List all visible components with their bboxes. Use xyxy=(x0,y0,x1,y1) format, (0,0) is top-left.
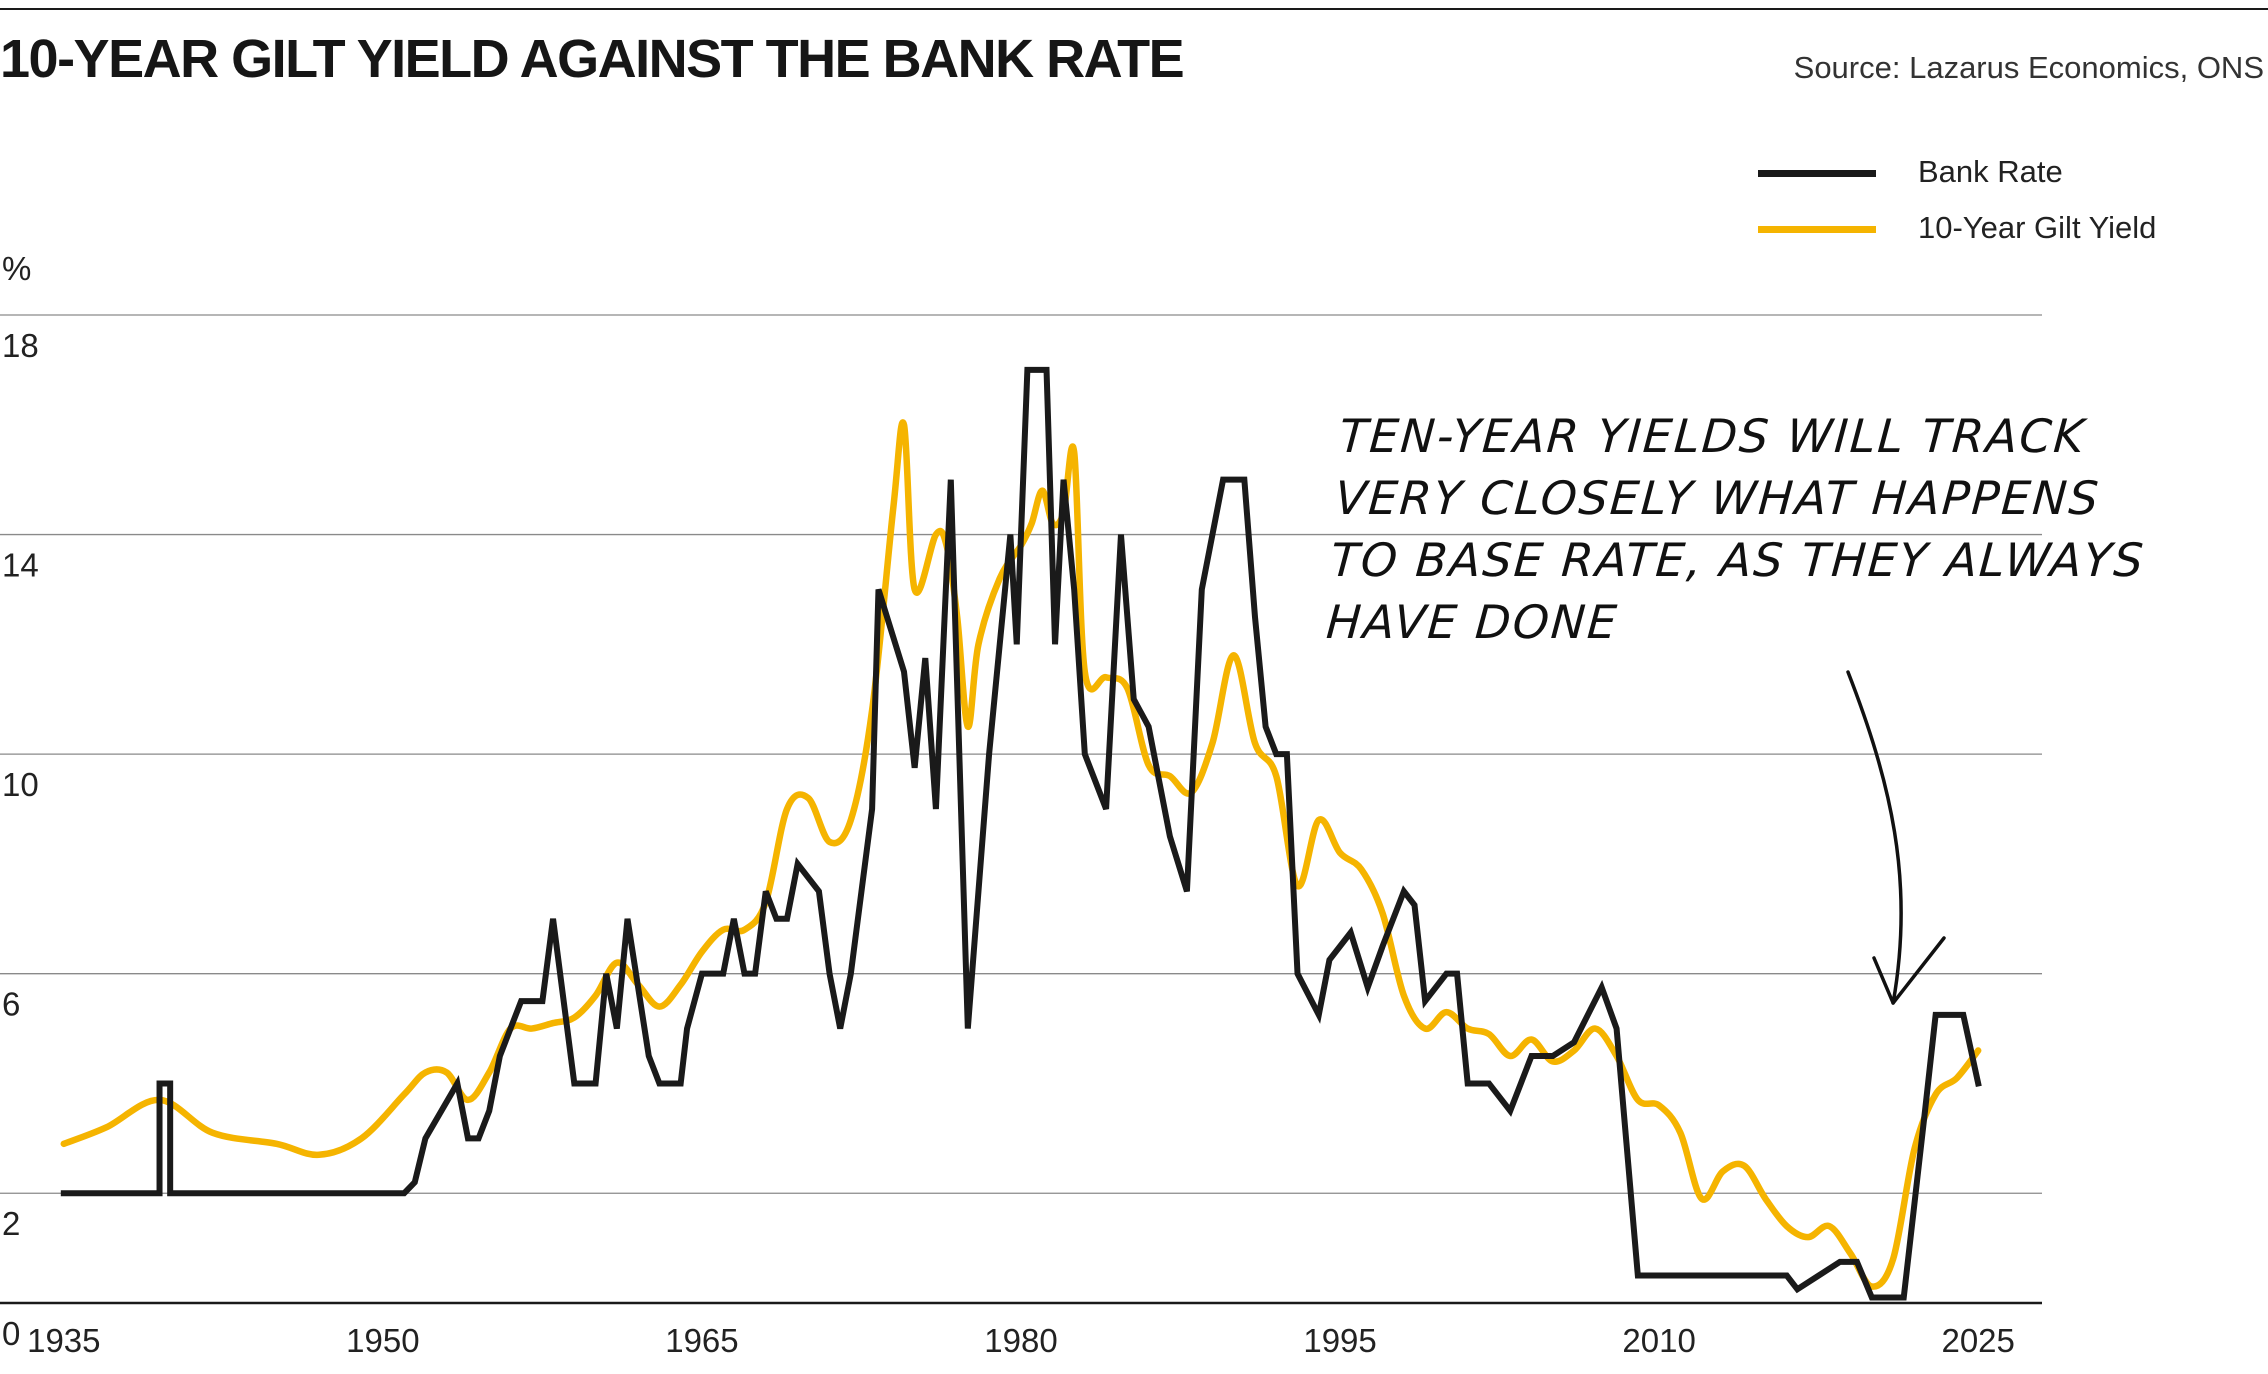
y-tick-label-0: 0 xyxy=(2,1315,20,1352)
y-axis-unit: % xyxy=(2,250,32,287)
legend-label-gilt-yield: 10-Year Gilt Yield xyxy=(1918,210,2157,245)
y-tick-label-10: 10 xyxy=(2,766,39,803)
x-tick-label-1935: 1935 xyxy=(27,1322,100,1359)
annotation-line-4: HAVE DONE xyxy=(1325,595,1621,649)
annotation-arrow-head xyxy=(1872,936,1946,1005)
x-tick-label-2010: 2010 xyxy=(1622,1322,1695,1359)
x-tick-label-1995: 1995 xyxy=(1303,1322,1376,1359)
y-tick-label-2: 2 xyxy=(2,1205,20,1242)
y-tick-label-6: 6 xyxy=(2,986,20,1023)
y-tick-label-18: 18 xyxy=(2,327,39,364)
y-tick-label-14: 14 xyxy=(2,547,39,584)
x-tick-label-1950: 1950 xyxy=(346,1322,419,1359)
annotation-arrow-shaft xyxy=(1846,670,1903,1005)
top-rule xyxy=(0,8,2268,10)
annotation-line-1: TEN-YEAR YIELDS WILL TRACK xyxy=(1338,409,2090,463)
chart-title: 10-YEAR GILT YIELD AGAINST THE BANK RATE xyxy=(0,29,1185,89)
legend-label-bank-rate: Bank Rate xyxy=(1918,154,2063,189)
source-note: Source: Lazarus Economics, ONS xyxy=(1793,50,2264,85)
legend-swatch-gilt-yield xyxy=(1758,226,1876,233)
annotation-line-2: VERY CLOSELY WHAT HAPPENS xyxy=(1333,471,2102,525)
legend-swatch-bank-rate xyxy=(1758,170,1876,177)
series-line-bank-rate xyxy=(60,366,1982,1301)
x-tick-label-1965: 1965 xyxy=(665,1322,738,1359)
x-tick-label-1980: 1980 xyxy=(984,1322,1057,1359)
x-tick-label-2025: 2025 xyxy=(1941,1322,2014,1359)
annotation-line-3: TO BASE RATE, AS THEY ALWAYS xyxy=(1329,533,2147,587)
